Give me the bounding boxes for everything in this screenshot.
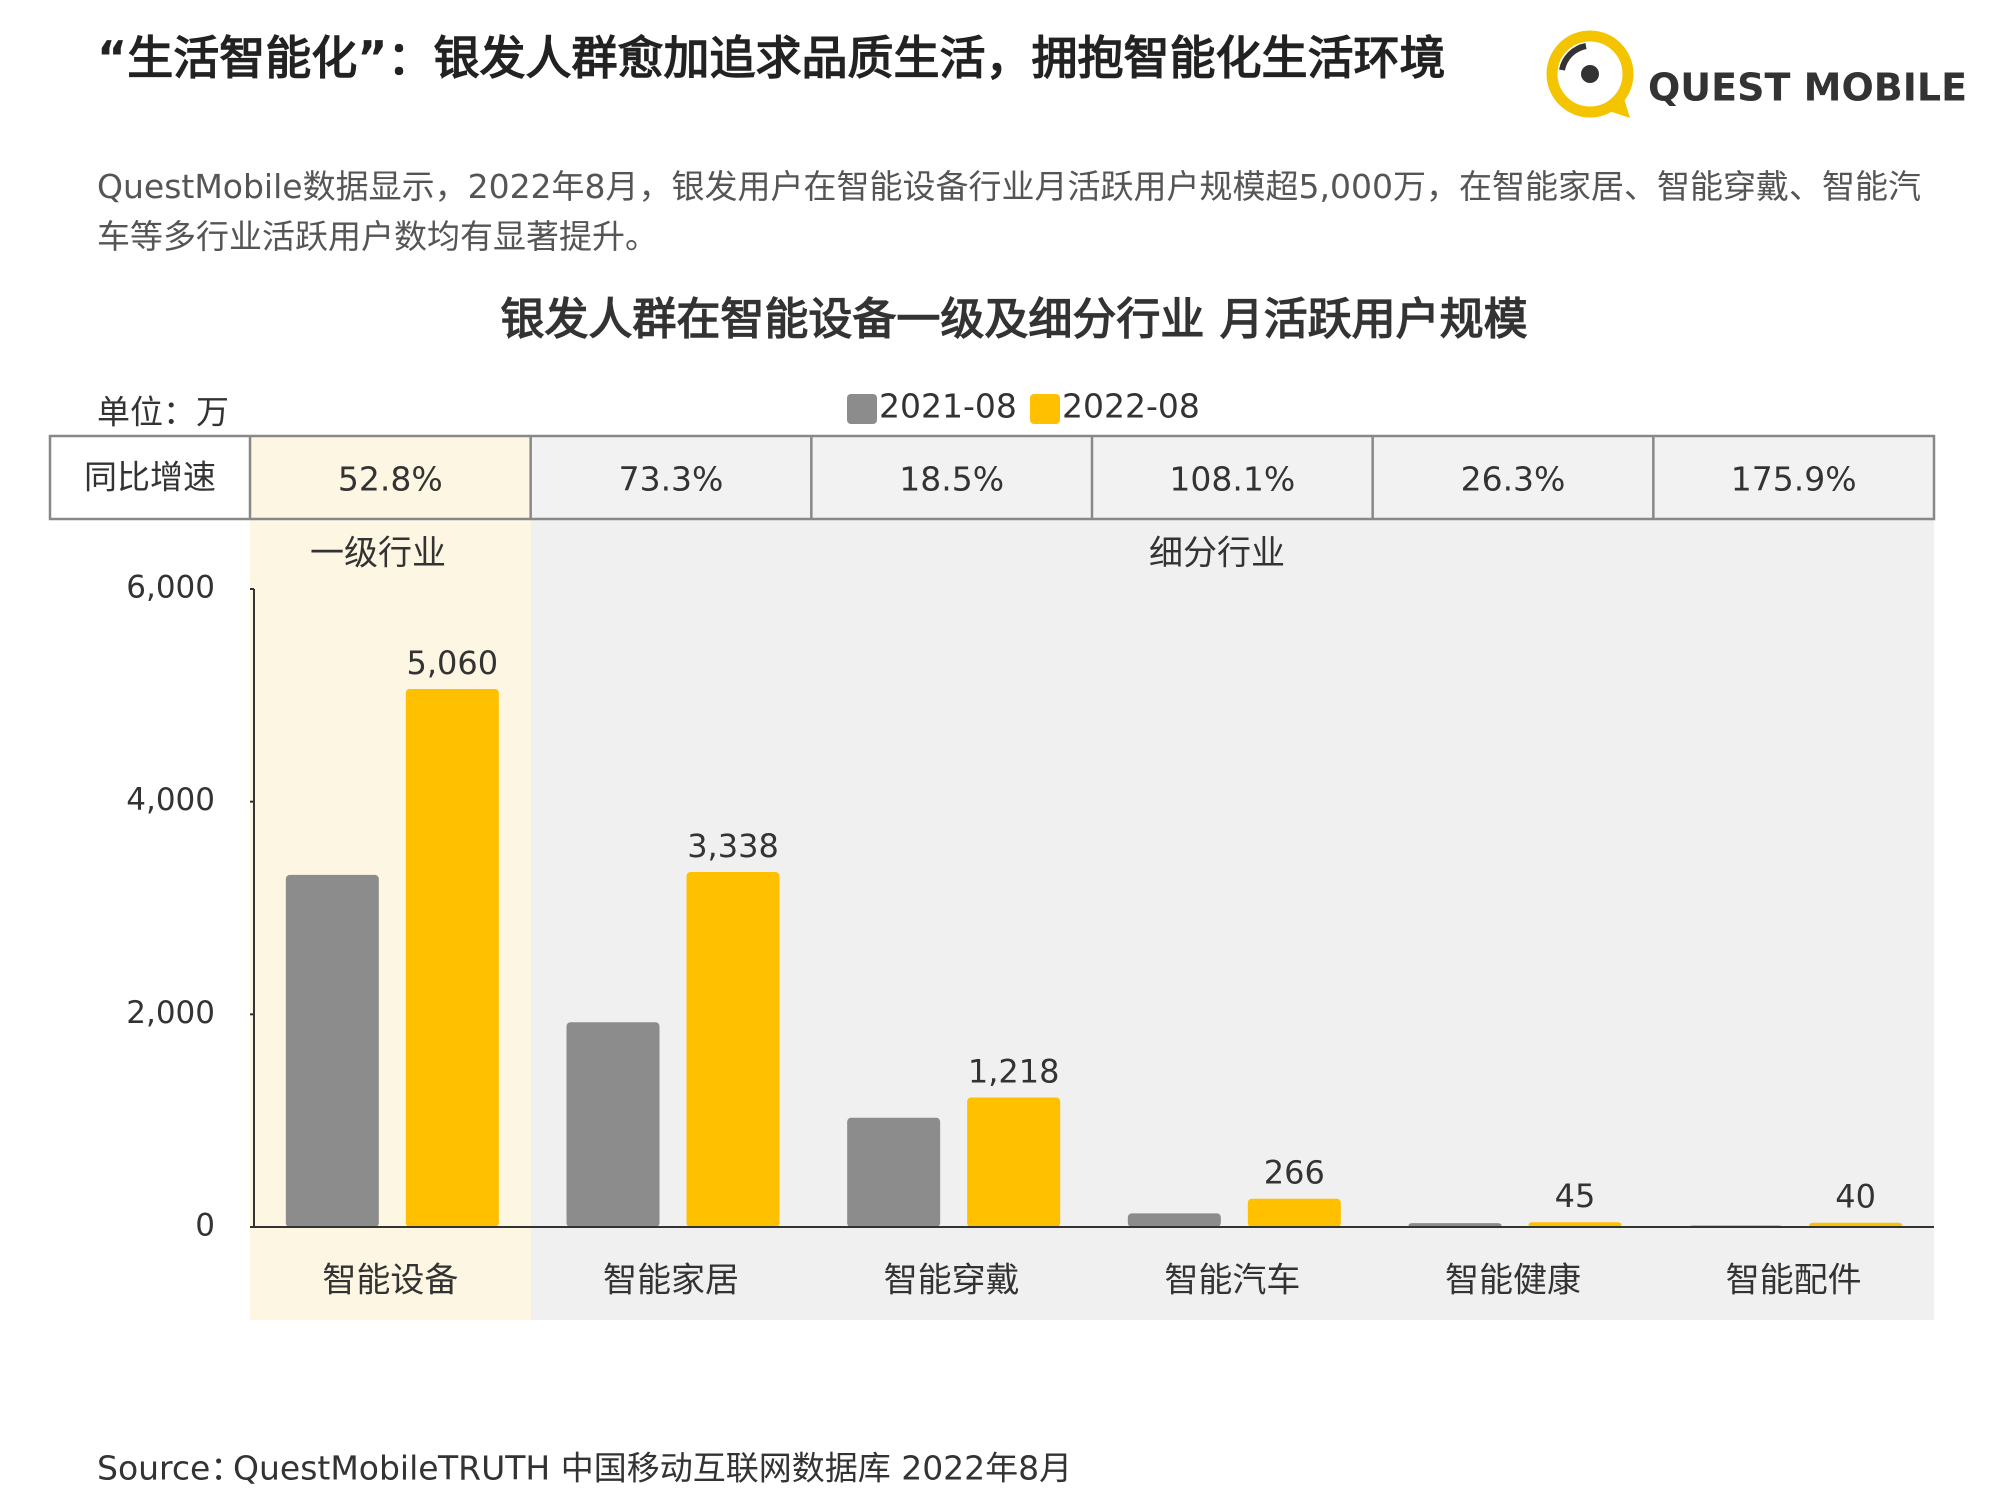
x-tick-label: 智能汽车 — [1164, 1261, 1300, 1301]
logo-ring — [1546, 30, 1634, 118]
data-label: 5,060 — [407, 644, 499, 682]
logo-text: QUEST MOBILE — [1648, 66, 1967, 110]
x-tick-label: 智能穿戴 — [884, 1261, 1020, 1301]
bar — [1809, 1222, 1903, 1227]
page-title: “生活智能化”：银发人群愈加追求品质生活，拥抱智能化生活环境 — [97, 31, 1446, 85]
unit-label: 单位：万 — [97, 393, 229, 432]
x-tick-label: 智能家居 — [603, 1261, 739, 1301]
y-tick-label: 0 — [195, 1208, 215, 1244]
growth-value: 175.9% — [1731, 460, 1857, 499]
logo-dot — [1581, 65, 1599, 83]
group-label: 一级行业 — [310, 534, 446, 574]
data-label: 45 — [1555, 1177, 1596, 1215]
chart-title: 银发人群在智能设备一级及细分行业 月活跃用户规模 — [500, 294, 1527, 345]
logo-arc — [1559, 43, 1587, 71]
growth-value: 26.3% — [1461, 460, 1566, 499]
group-label: 细分行业 — [1149, 534, 1285, 574]
legend-label: 2022-08 — [1062, 387, 1200, 426]
bar — [405, 688, 499, 1227]
data-label: 266 — [1264, 1154, 1325, 1192]
growth-value: 73.3% — [619, 460, 724, 499]
growth-value: 52.8% — [338, 460, 443, 499]
bar — [1127, 1213, 1221, 1227]
x-tick-label: 智能健康 — [1445, 1261, 1581, 1301]
logo-icon — [1546, 30, 1634, 118]
source-text: TRUTH 中国移动互联网数据库 2022年8月 — [437, 1449, 1072, 1488]
y-tick-label: 2,000 — [126, 995, 215, 1031]
legend-swatch — [1030, 394, 1060, 424]
bar — [967, 1097, 1061, 1227]
data-label: 1,218 — [968, 1052, 1060, 1090]
source-brand: QuestMobile — [233, 1449, 439, 1488]
bar — [1528, 1222, 1622, 1227]
table-border — [48, 434, 1936, 521]
table-label: 同比增速 — [84, 458, 216, 497]
y-tick-label: 4,000 — [126, 782, 215, 818]
bar — [1247, 1198, 1341, 1227]
page-subtitle: QuestMobile数据显示，2022年8月，银发用户在智能设备行业月活跃用户… — [97, 167, 1922, 256]
data-label: 3,338 — [687, 827, 779, 865]
source-label: Source： — [97, 1449, 243, 1488]
bar — [285, 874, 379, 1227]
table-bg — [531, 436, 1934, 519]
table-highlight — [250, 436, 531, 519]
data-label: 40 — [1835, 1178, 1876, 1216]
x-tick-label: 智能设备 — [322, 1261, 458, 1301]
y-tick-label: 6,000 — [126, 570, 215, 606]
growth-value: 18.5% — [899, 460, 1004, 499]
legend-label: 2021-08 — [879, 387, 1017, 426]
x-tick-label: 智能配件 — [1726, 1261, 1862, 1301]
bar — [566, 1022, 660, 1227]
logo-tail — [1600, 92, 1630, 118]
bar — [686, 872, 780, 1227]
growth-value: 108.1% — [1169, 460, 1295, 499]
legend-swatch — [847, 394, 877, 424]
bar — [847, 1117, 941, 1227]
